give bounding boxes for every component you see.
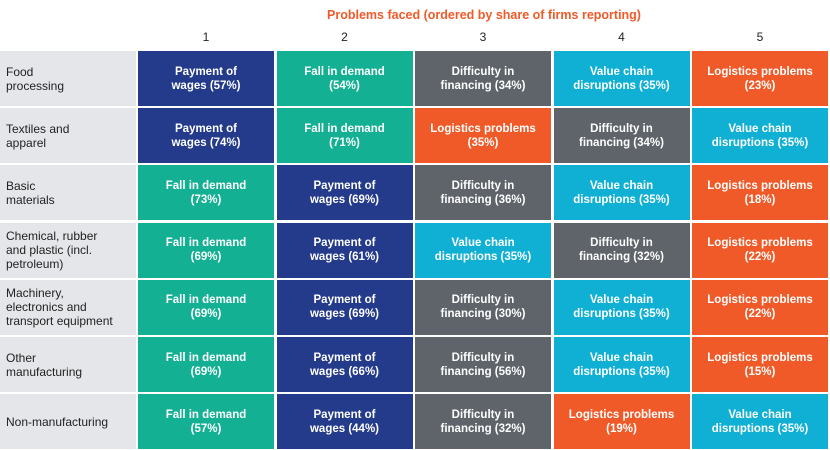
- table-cell: Fall in demand (71%): [276, 108, 413, 164]
- table-cell: Fall in demand (73%): [138, 165, 274, 221]
- table-cell: Logistics problems (22%): [692, 279, 828, 335]
- table-cell: Value chain disruptions (35%): [415, 222, 551, 278]
- column-header-4: 4: [618, 30, 625, 44]
- row-label: Food processing: [0, 51, 136, 106]
- column-header-1: 1: [202, 30, 210, 44]
- table-cell: Fall in demand (69%): [138, 337, 274, 392]
- table-cell: Logistics problems (19%): [553, 394, 690, 450]
- column-header-5: 5: [756, 30, 764, 44]
- table-cell: Payment of wages (44%): [276, 394, 413, 450]
- table-cell: Logistics problems (15%): [692, 337, 828, 392]
- table-cell: Payment of wages (69%): [276, 279, 413, 335]
- row-label: Textiles and apparel: [0, 108, 136, 164]
- table-cell: Difficulty in financing (34%): [415, 51, 551, 106]
- table-cell: Logistics problems (23%): [692, 51, 828, 106]
- table-cell: Difficulty in financing (32%): [415, 394, 551, 450]
- table-cell: Difficulty in financing (36%): [415, 165, 551, 221]
- chart-title: Problems faced (ordered by share of firm…: [327, 8, 641, 22]
- table-cell: Value chain disruptions (35%): [553, 279, 690, 335]
- table-cell: Fall in demand (69%): [138, 222, 274, 278]
- column-header-3: 3: [479, 30, 487, 44]
- table-cell: Difficulty in financing (56%): [415, 337, 551, 392]
- row-label: Machinery, electronics and transport equ…: [0, 279, 136, 335]
- table-cell: Value chain disruptions (35%): [692, 394, 828, 450]
- table-cell: Fall in demand (54%): [276, 51, 413, 106]
- table-cell: Logistics problems (18%): [692, 165, 828, 221]
- table-cell: Difficulty in financing (34%): [553, 108, 690, 164]
- table-cell: Logistics problems (35%): [415, 108, 551, 164]
- table-cell: Payment of wages (66%): [276, 337, 413, 392]
- row-label: Basic materials: [0, 165, 136, 221]
- table-cell: Difficulty in financing (30%): [415, 279, 551, 335]
- row-label: Other manufacturing: [0, 337, 136, 392]
- table-cell: Value chain disruptions (35%): [553, 337, 690, 392]
- table-cell: Payment of wages (61%): [276, 222, 413, 278]
- table-cell: Fall in demand (69%): [138, 279, 274, 335]
- table-cell: Value chain disruptions (35%): [692, 108, 828, 164]
- table-cell: Logistics problems (22%): [692, 222, 828, 278]
- table-cell: Payment of wages (69%): [276, 165, 413, 221]
- table-cell: Payment of wages (57%): [138, 51, 274, 106]
- table-cell: Fall in demand (57%): [138, 394, 274, 450]
- table-cell: Value chain disruptions (35%): [553, 51, 690, 106]
- table-cell: Difficulty in financing (32%): [553, 222, 690, 278]
- column-header-2: 2: [341, 30, 348, 44]
- table-cell: Payment of wages (74%): [138, 108, 274, 164]
- row-label: Non-manufacturing: [0, 394, 136, 450]
- row-label: Chemical, rubber and plastic (incl. petr…: [0, 222, 136, 278]
- table-cell: Value chain disruptions (35%): [553, 165, 690, 221]
